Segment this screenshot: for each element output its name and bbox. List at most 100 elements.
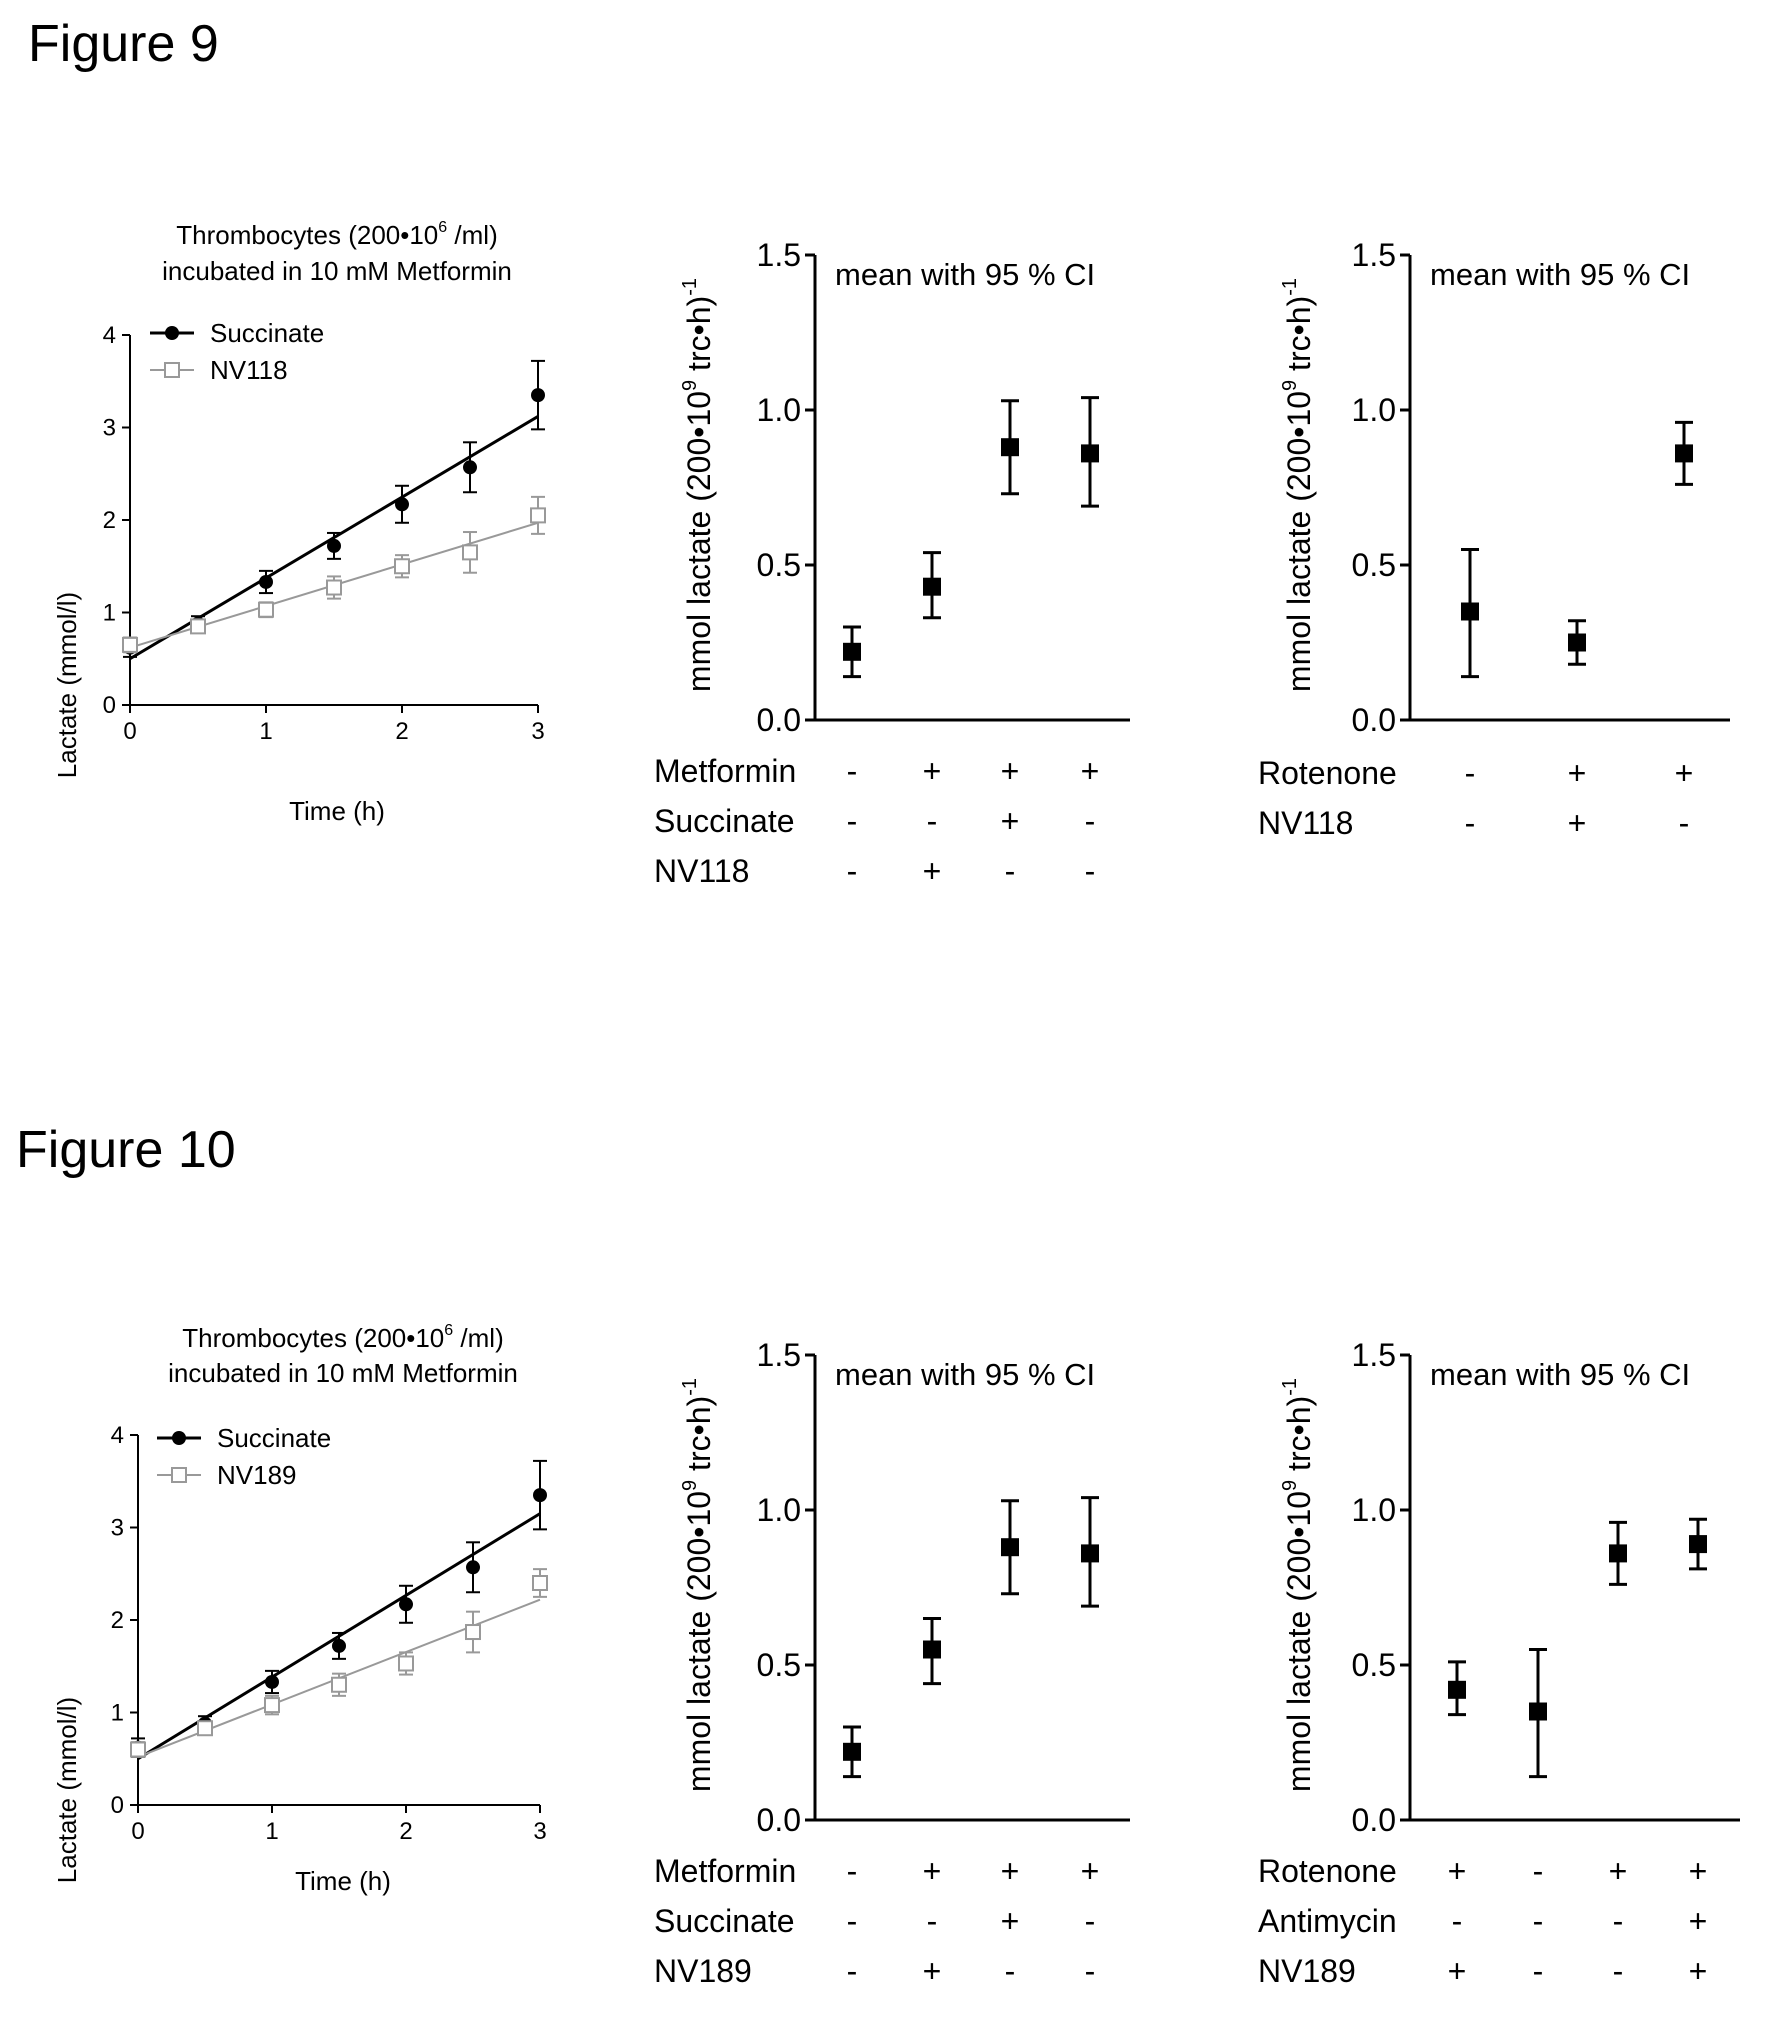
mean-marker <box>1081 444 1099 463</box>
y-tick-label: 1.0 <box>757 1492 801 1528</box>
condition-value: - <box>1085 853 1096 889</box>
legend-marker <box>171 1467 187 1483</box>
condition-label: Metformin <box>654 753 796 789</box>
time-chart-title-line1: Thrombocytes (200•106 /ml) <box>182 1322 503 1353</box>
condition-value: - <box>1452 1903 1463 1939</box>
mean-marker <box>843 1742 861 1761</box>
x-tick-label: 3 <box>531 718 544 745</box>
fig10-rate-chart-rotenone-antimycin: mmol lactate (200•109 trc•h)-1 0.0 0.5 1.0… <box>1258 1337 1740 1989</box>
data-point <box>466 1560 480 1575</box>
figure-10-label: Figure 10 <box>16 1121 236 1179</box>
data-point <box>122 636 138 653</box>
time-chart-title-line1: Thrombocytes (200•106 /ml) <box>176 219 497 250</box>
condition-label: NV189 <box>1258 1953 1356 1989</box>
condition-value: + <box>1001 1853 1020 1889</box>
condition-value: - <box>1533 1853 1544 1889</box>
condition-label: Rotenone <box>1258 755 1397 791</box>
y-tick-label: 4 <box>103 322 116 349</box>
annotation-mean-ci: mean with 95 % CI <box>835 257 1095 292</box>
condition-value: + <box>1568 805 1587 841</box>
x-axis-label: Time (h) <box>295 1866 391 1896</box>
data-point <box>326 579 342 596</box>
condition-value: + <box>923 1953 942 1989</box>
y-tick-label: 2 <box>111 1607 124 1634</box>
x-tick-label: 0 <box>131 1818 144 1845</box>
data-point <box>532 1575 548 1591</box>
condition-label: NV118 <box>1258 805 1353 841</box>
y-tick-label: 3 <box>103 415 116 442</box>
y-tick-label: 0.0 <box>757 702 801 738</box>
condition-value: - <box>1613 1953 1624 1989</box>
data-point <box>462 544 478 561</box>
data-point <box>398 1655 414 1672</box>
condition-value: + <box>1448 1953 1467 1989</box>
data-point <box>265 1674 279 1689</box>
legend-marker <box>164 362 180 378</box>
condition-value: + <box>923 853 942 889</box>
x-tick-label: 2 <box>395 718 408 745</box>
condition-label: Antimycin <box>1258 1903 1397 1939</box>
annotation-mean-ci: mean with 95 % CI <box>1430 257 1690 292</box>
condition-value: + <box>1001 803 1020 839</box>
y-tick-label: 1.5 <box>757 1337 801 1373</box>
data-point <box>533 1488 547 1503</box>
data-point <box>190 618 206 635</box>
y-tick-label: 0.0 <box>1352 702 1396 738</box>
mean-marker <box>843 642 861 661</box>
data-point <box>463 460 477 475</box>
condition-value: - <box>847 803 858 839</box>
condition-value: - <box>927 803 938 839</box>
condition-value: + <box>1081 753 1100 789</box>
fig10-rate-chart-metformin: mmol lactate (200•109 trc•h)-1 0.0 0.5 1.0… <box>654 1337 1130 1989</box>
y-tick-label: 0.5 <box>1352 547 1396 583</box>
legend-label: Succinate <box>210 318 324 348</box>
mean-marker <box>1675 444 1693 463</box>
y-axis-label: Lactate (mmol/l) <box>52 1697 82 1883</box>
condition-value: + <box>1689 1903 1708 1939</box>
mean-marker <box>1568 633 1586 652</box>
y-tick-label: 0.0 <box>757 1802 801 1838</box>
y-tick-label: 1.0 <box>1352 1492 1396 1528</box>
condition-label: Rotenone <box>1258 1853 1397 1889</box>
data-point <box>259 574 273 589</box>
condition-value: + <box>1448 1853 1467 1889</box>
y-axis-label: Lactate (mmol/l) <box>52 592 82 778</box>
data-point <box>332 1638 346 1653</box>
y-tick-label: 0.5 <box>757 1647 801 1683</box>
condition-value: - <box>1465 755 1476 791</box>
condition-value: - <box>1005 853 1016 889</box>
condition-value: - <box>847 753 858 789</box>
data-point <box>395 497 409 512</box>
y-tick-label: 1.5 <box>1352 237 1396 273</box>
x-tick-label: 3 <box>533 1818 546 1845</box>
mean-marker <box>1001 438 1019 457</box>
condition-label: Succinate <box>654 803 795 839</box>
rate-y-axis-label: mmol lactate (200•109 trc•h)-1 <box>1279 278 1317 692</box>
legend-marker <box>172 1431 186 1445</box>
legend-label: NV118 <box>210 355 288 385</box>
condition-value: - <box>1533 1903 1544 1939</box>
data-point <box>531 388 545 403</box>
x-axis-label: Time (h) <box>289 796 385 826</box>
annotation-mean-ci: mean with 95 % CI <box>1430 1357 1690 1392</box>
mean-marker <box>1461 602 1479 621</box>
condition-label: Succinate <box>654 1903 795 1939</box>
annotation-mean-ci: mean with 95 % CI <box>835 1357 1095 1392</box>
x-tick-label: 1 <box>265 1818 278 1845</box>
data-point <box>197 1720 213 1737</box>
fig9-rate-chart-rotenone: mmol lactate (200•109 trc•h)-1 0.0 0.5 1.0… <box>1258 237 1730 841</box>
y-tick-label: 0 <box>111 1792 124 1819</box>
condition-value: + <box>1081 1853 1100 1889</box>
y-tick-label: 0.5 <box>1352 1647 1396 1683</box>
legend-label: NV189 <box>217 1460 297 1490</box>
condition-value: - <box>1085 1953 1096 1989</box>
fig9-lactate-time-chart: Thrombocytes (200•106 /ml) incubated in … <box>52 219 546 826</box>
y-tick-label: 1.0 <box>757 392 801 428</box>
condition-value: - <box>1613 1903 1624 1939</box>
y-tick-label: 3 <box>111 1515 124 1542</box>
condition-label: NV118 <box>654 853 749 889</box>
condition-value: + <box>1001 753 1020 789</box>
y-tick-label: 2 <box>103 507 116 534</box>
y-tick-label: 1.5 <box>757 237 801 273</box>
figure-9-label: Figure 9 <box>28 15 219 73</box>
